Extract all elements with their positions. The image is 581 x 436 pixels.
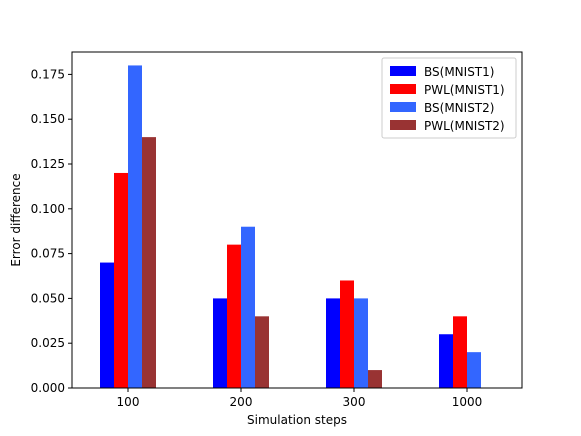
x-tick-label: 1000	[452, 395, 483, 409]
legend-swatch	[390, 102, 416, 112]
y-tick-label: 0.000	[31, 381, 65, 395]
legend-swatch	[390, 84, 416, 94]
bar-BS(MNIST2)-100	[128, 65, 142, 388]
bar-BS(MNIST1)-100	[100, 262, 114, 388]
bar-PWL(MNIST1)-300	[340, 280, 354, 388]
legend-box	[381, 57, 517, 139]
bar-BS(MNIST1)-1000	[439, 334, 453, 388]
y-tick-label: 0.175	[31, 67, 65, 81]
bars-group	[100, 65, 481, 388]
plot-frame	[71, 51, 523, 389]
bar-PWL(MNIST1)-100	[114, 172, 128, 388]
y-tick-label: 0.075	[31, 247, 65, 261]
x-tick-label: 200	[230, 395, 253, 409]
y-tick-label: 0.100	[31, 202, 65, 216]
y-tick-label: 0.150	[31, 112, 65, 126]
y-tick-label: 0.125	[31, 157, 65, 171]
bar-PWL(MNIST1)-200	[227, 244, 241, 388]
bar-BS(MNIST1)-300	[326, 298, 340, 388]
x-axis-label: Simulation steps	[247, 413, 347, 427]
legend-swatch	[390, 66, 416, 76]
bar-PWL(MNIST2)-100	[142, 137, 156, 388]
bar-PWL(MNIST1)-1000	[453, 316, 467, 388]
bar-BS(MNIST2)-300	[354, 298, 368, 388]
bar-BS(MNIST2)-200	[241, 226, 255, 388]
legend-label: PWL(MNIST2)	[424, 119, 505, 133]
legend: BS(MNIST1) PWL(MNIST1) BS(MNIST2) PWL(MNIST…	[381, 57, 517, 139]
bar-PWL(MNIST2)-300	[368, 370, 382, 388]
y-axis-ticks: 0.000 0.025 0.050 0.075 0.100 0.125 0.150 0.175	[31, 67, 72, 395]
legend-label: PWL(MNIST1)	[424, 83, 505, 97]
y-tick-label: 0.050	[31, 291, 65, 305]
x-axis-ticks: 100 200 300 1000	[117, 388, 483, 409]
x-tick-label: 300	[343, 395, 366, 409]
bar-BS(MNIST2)-1000	[467, 352, 481, 388]
bar-BS(MNIST1)-200	[213, 298, 227, 388]
legend-label: BS(MNIST2)	[424, 101, 494, 115]
y-axis-label: Error difference	[9, 173, 23, 266]
legend-label: BS(MNIST1)	[424, 65, 494, 79]
legend-swatch	[390, 120, 416, 130]
bar-PWL(MNIST2)-200	[255, 316, 269, 388]
x-tick-label: 100	[117, 395, 140, 409]
y-tick-label: 0.025	[31, 336, 65, 350]
